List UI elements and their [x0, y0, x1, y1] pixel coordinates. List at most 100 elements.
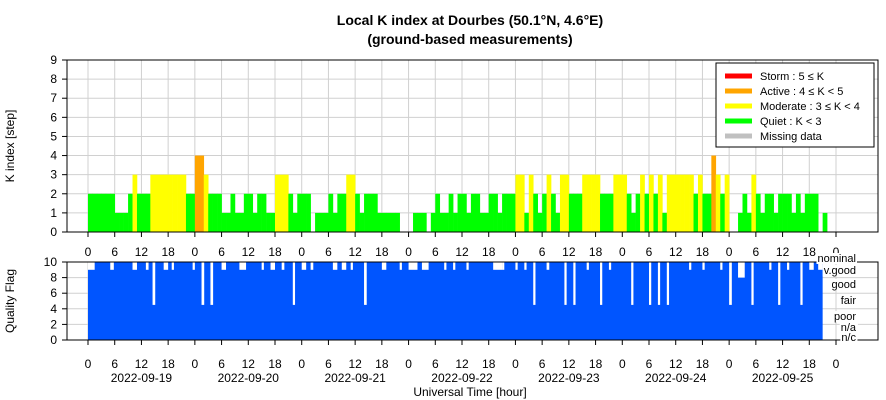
- quality-dip: [720, 262, 723, 270]
- x-tick-label: 6: [539, 245, 546, 259]
- quality-level-label: n/c: [841, 332, 856, 344]
- k-bar: [551, 193, 556, 232]
- quality-dip: [408, 262, 418, 270]
- k-x-ticks: 0 6 12 18 0 6 12 18 0 6 12 18 0 6 12 18 0 6 12 18 0 6 12 18 0 6 12…: [85, 232, 840, 259]
- k-bar: [519, 174, 525, 232]
- date-label: 2022-09-20: [218, 371, 280, 385]
- k-bar: [608, 193, 614, 232]
- k-bar: [809, 193, 815, 232]
- x-tick-label: 12: [348, 357, 362, 371]
- k-bar: [444, 212, 449, 232]
- k-bar: [755, 193, 761, 232]
- q-y-axis-label: Quality Flag: [3, 269, 17, 333]
- quality-dip: [631, 262, 634, 305]
- k-bar: [386, 212, 392, 232]
- k-bar: [150, 174, 156, 232]
- x-tick-label: 18: [268, 245, 282, 259]
- x-tick-label: 18: [482, 357, 496, 371]
- x-tick-label: 0: [726, 357, 733, 371]
- k-bar: [114, 212, 120, 232]
- x-tick-label: 0: [833, 245, 840, 259]
- k-bar: [372, 193, 378, 232]
- x-tick-label: 12: [455, 245, 469, 259]
- x-tick-label: 6: [646, 245, 653, 259]
- k-bar: [283, 174, 289, 232]
- k-bar: [493, 193, 498, 232]
- legend-label: Storm : 5 ≤ K: [760, 71, 825, 83]
- k-bar: [622, 174, 628, 232]
- quality-dip: [332, 262, 338, 270]
- k-ytick-label: 1: [50, 206, 57, 220]
- k-bar: [453, 212, 458, 232]
- k-bar: [279, 174, 285, 232]
- k-bar: [435, 193, 441, 232]
- k-bar: [350, 174, 356, 232]
- x-tick-label: 6: [753, 357, 760, 371]
- k-bar: [470, 193, 476, 232]
- quality-dip: [608, 262, 612, 270]
- k-bar: [297, 193, 303, 232]
- k-bar: [226, 212, 231, 232]
- quality-fill: [88, 262, 823, 340]
- k-bar: [323, 212, 329, 232]
- quality-dip: [381, 262, 387, 270]
- k-bar: [724, 174, 730, 232]
- quality-level-label: poor: [834, 311, 856, 323]
- date-label: 2022-09-25: [752, 371, 814, 385]
- k-bar: [742, 193, 748, 232]
- k-bar: [564, 174, 570, 232]
- quality-dip: [649, 262, 652, 305]
- k-bar: [315, 212, 320, 232]
- k-bar: [675, 174, 681, 232]
- k-bar: [364, 193, 369, 232]
- x-tick-label: 12: [776, 357, 790, 371]
- k-bar: [813, 193, 819, 232]
- x-tick-label: 6: [111, 357, 118, 371]
- k-bar: [720, 193, 725, 232]
- x-tick-label: 12: [669, 245, 683, 259]
- k-bar: [199, 155, 205, 232]
- k-bar: [697, 174, 703, 232]
- x-tick-label: 6: [646, 357, 653, 371]
- k-bar: [582, 174, 587, 232]
- k-bar: [248, 193, 254, 232]
- k-bar: [341, 193, 347, 232]
- quality-level-label-bg: [830, 279, 857, 290]
- k-bar: [546, 174, 552, 232]
- k-bar: [680, 174, 685, 232]
- k-bar: [510, 193, 516, 232]
- quality-dip: [600, 262, 603, 305]
- k-ytick-label: 0: [50, 225, 57, 239]
- k-bar: [769, 193, 774, 232]
- x-tick-label: 6: [753, 245, 760, 259]
- x-tick-label: 18: [803, 357, 817, 371]
- k-bar: [185, 193, 191, 232]
- q-ytick-label: 2: [50, 317, 57, 331]
- k-bar: [617, 174, 623, 232]
- k-bar: [172, 174, 178, 232]
- k-bar: [203, 174, 209, 232]
- quality-dip: [657, 262, 661, 305]
- quality-level-label: good: [832, 279, 856, 291]
- quality-dip: [573, 262, 576, 305]
- k-bar: [738, 212, 743, 232]
- k-bar: [355, 193, 360, 232]
- x-tick-label: 18: [589, 357, 603, 371]
- k-bar: [778, 193, 783, 232]
- k-bar: [706, 193, 712, 232]
- k-bar: [261, 193, 267, 232]
- q-ytick-label: 10: [44, 255, 58, 269]
- quality-dip: [364, 262, 367, 305]
- q-ytick-label: 4: [50, 302, 57, 316]
- x-tick-label: 6: [432, 357, 439, 371]
- x-tick-label: 0: [833, 357, 840, 371]
- k-bar: [484, 212, 490, 232]
- date-labels: 2022-09-19 2022-09-20 2022-09-21 2022-09-22…: [111, 371, 814, 385]
- k-y-ticks: 0 1 2 3 4 5 6 7 8 9: [50, 53, 67, 239]
- k-bar: [689, 174, 694, 232]
- q-ytick-label: 8: [50, 271, 57, 285]
- k-bar: [105, 193, 111, 232]
- quality-dip: [281, 262, 285, 270]
- quality-level-label: fair: [841, 295, 857, 307]
